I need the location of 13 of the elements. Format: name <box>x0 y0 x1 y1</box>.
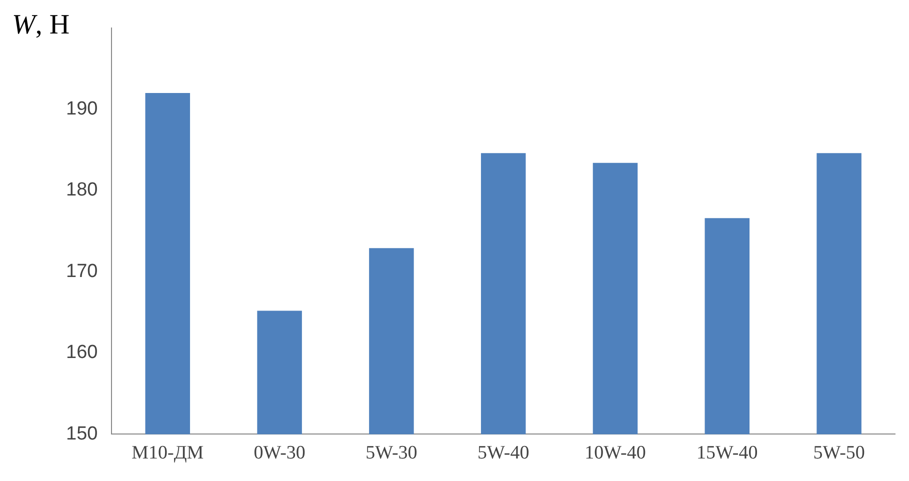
y-axis-title: W, Н <box>12 9 70 40</box>
x-tick-label: M10-ДМ <box>132 442 204 464</box>
y-tick-label: 170 <box>66 260 98 282</box>
y-tick-label: 150 <box>66 423 98 444</box>
y-tick-label: 190 <box>66 98 98 120</box>
x-tick-label: 10W-40 <box>584 442 646 464</box>
y-tick-label: 180 <box>66 180 98 201</box>
x-tick-label: 5W-30 <box>366 442 418 464</box>
y-tick-label: 160 <box>66 342 98 364</box>
x-tick-label: 5W-40 <box>477 442 530 464</box>
x-tick-label: 15W-40 <box>696 442 758 464</box>
x-tick-label: 5W-50 <box>813 442 865 464</box>
x-tick-label: 0W-30 <box>254 442 306 464</box>
